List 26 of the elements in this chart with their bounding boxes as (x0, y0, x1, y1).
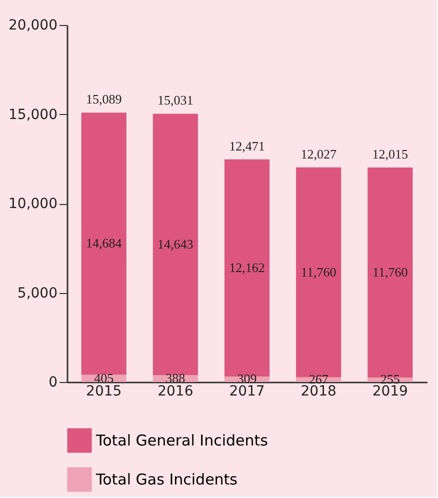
y-tick-label: 0 (48, 374, 58, 390)
x-tick-label: 2015 (86, 384, 122, 400)
total-label: 15,089 (86, 92, 122, 107)
data-label: 11,760 (300, 264, 336, 280)
data-label: 14,684 (86, 236, 122, 251)
data-label: 14,643 (158, 236, 194, 252)
data-label: 405 (94, 370, 114, 386)
data-label: 12,162 (229, 260, 265, 275)
x-tick-label: 2019 (372, 384, 408, 400)
x-tick-label: 2017 (229, 384, 265, 400)
total-label: 12,027 (300, 146, 337, 162)
y-tick-label: 10,000 (8, 196, 58, 212)
data-label: 388 (166, 370, 186, 386)
x-tick-label: 2018 (300, 384, 336, 400)
data-label: 11,760 (372, 264, 408, 280)
bar (152, 114, 198, 376)
x-tick-label: 2016 (158, 384, 194, 400)
total-label: 12,471 (229, 138, 265, 154)
legend-label: Total General Incidents (95, 432, 268, 450)
y-tick-label: 5,000 (17, 285, 58, 302)
y-tick-label: 20,000 (8, 18, 58, 34)
y-tick-label: 15,000 (8, 106, 58, 123)
total-label: 15,031 (158, 92, 194, 108)
legend-label: Total Gas Incidents (95, 470, 238, 488)
bar (81, 112, 126, 375)
total-label: 12,015 (372, 146, 408, 162)
